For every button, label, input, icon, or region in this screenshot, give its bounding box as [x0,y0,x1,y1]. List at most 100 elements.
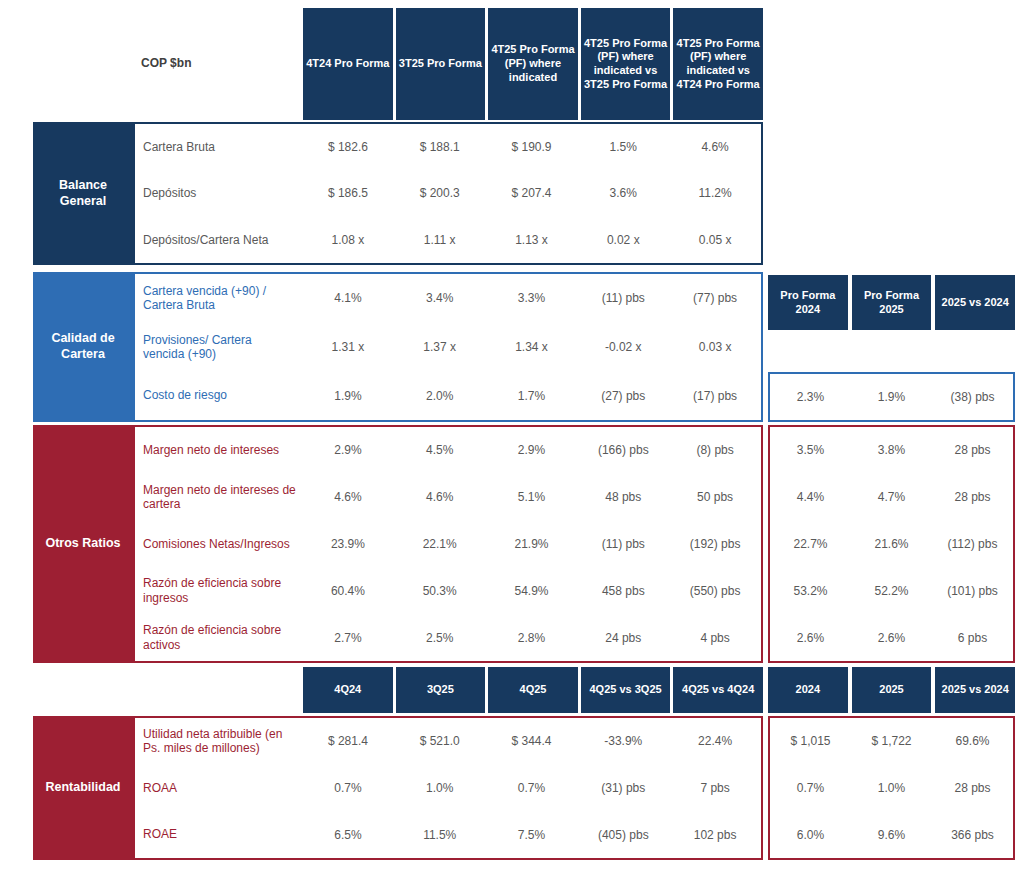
cell-value: 2.6% [851,631,932,645]
cell-value: 1.13 x [486,233,578,247]
cell-value: 1.31 x [302,340,394,354]
cell-value: 6 pbs [932,631,1013,645]
cell-value: (17) pbs [669,389,761,403]
cell-value: $ 281.4 [302,734,394,748]
cell-value: 6.5% [302,828,394,842]
table-row: Provisiones/ Cartera vencida (+90) 1.31 … [135,323,761,372]
cell-value: 4 pbs [669,631,761,645]
units-label: COP $bn [141,56,301,70]
cell-value: 0.7% [770,781,851,795]
header-4t24-pro-forma: 4T24 Pro Forma [303,8,393,120]
header-4q25: 4Q25 [488,667,578,713]
table-row: Comisiones Netas/Ingresos 23.9% 22.1% 21… [135,521,761,568]
cell-value: 2.9% [486,443,578,457]
otros-ratios-data: Margen neto de intereses 2.9% 4.5% 2.9% … [133,425,763,663]
cell-value: $ 207.4 [486,186,578,200]
section-label-otros-ratios: Otros Ratios [33,425,133,663]
table-row: Utilidad neta atribuible (en Ps. miles d… [135,718,761,765]
header-3q25: 3Q25 [396,667,486,713]
cell-value: 3.4% [394,291,486,305]
table-row: Depósitos $ 186.5 $ 200.3 $ 207.4 3.6% 1… [135,170,761,216]
cell-value: (8) pbs [669,443,761,457]
row-label-roaa: ROAA [135,781,302,795]
otros-ratios-annual-box: 3.5% 3.8% 28 pbs 4.4% 4.7% 28 pbs 22.7% … [768,425,1015,663]
cell-value: 7.5% [486,828,578,842]
balance-general-data: Cartera Bruta $ 182.6 $ 188.1 $ 190.9 1.… [133,122,763,265]
table-row: Costo de riesgo 1.9% 2.0% 1.7% (27) pbs … [135,371,761,420]
cell-value: $ 182.6 [302,140,394,154]
row-label-cartera-vencida: Cartera vencida (+90) / Cartera Bruta [135,284,302,313]
cell-value: 4.5% [394,443,486,457]
table-row: Depósitos/Cartera Neta 1.08 x 1.11 x 1.1… [135,217,761,263]
cell-value: $ 186.5 [302,186,394,200]
table-row: Margen neto de intereses 2.9% 4.5% 2.9% … [135,427,761,474]
cell-value: $ 188.1 [394,140,486,154]
row-label-cartera-bruta: Cartera Bruta [135,140,302,154]
cell-value: 2.0% [394,389,486,403]
header-4q24: 4Q24 [303,667,393,713]
cell-value: 3.6% [577,186,669,200]
cell-value: 4.6% [394,490,486,504]
section-label-calidad-de-cartera: Calidad de Cartera [33,272,133,422]
row-label-eficiencia-ingresos: Razón de eficiencia sobre ingresos [135,576,302,605]
header-4q25-vs-3q25: 4Q25 vs 3Q25 [581,667,671,713]
cell-value: 22.4% [669,734,761,748]
cell-value: $ 1,015 [770,734,851,748]
header-2025-vs-2024-bottom: 2025 vs 2024 [935,667,1015,713]
row-label-comisiones: Comisiones Netas/Ingresos [135,537,302,551]
cell-value: 48 pbs [577,490,669,504]
row-label-utilidad-neta: Utilidad neta atribuible (en Ps. miles d… [135,727,302,756]
section-label-balance-general: Balance General [33,122,133,265]
cell-value: 4.4% [770,490,851,504]
table-row: Margen neto de intereses de cartera 4.6%… [135,474,761,521]
cell-value: 1.08 x [302,233,394,247]
cell-value: 0.03 x [669,340,761,354]
table-row: ROAA 0.7% 1.0% 0.7% (31) pbs 7 pbs [135,765,761,812]
cell-value: (38) pbs [932,390,1013,404]
section-rentabilidad: Rentabilidad Utilidad neta atribuible (e… [33,716,763,860]
cell-value: 2.6% [770,631,851,645]
cell-value: (11) pbs [577,537,669,551]
cell-value: 11.5% [394,828,486,842]
header-pro-forma-2024: Pro Forma 2024 [768,275,848,330]
section-otros-ratios: Otros Ratios Margen neto de intereses 2.… [33,425,763,663]
table-row: ROAE 6.5% 11.5% 7.5% (405) pbs 102 pbs [135,811,761,858]
section-label-rentabilidad: Rentabilidad [33,716,133,860]
cell-value: 0.7% [302,781,394,795]
cell-value: 28 pbs [932,490,1013,504]
header-pro-forma-2025: Pro Forma 2025 [852,275,932,330]
cell-value: -33.9% [577,734,669,748]
cell-value: 9.6% [851,828,932,842]
section-calidad-de-cartera: Calidad de Cartera Cartera vencida (+90)… [33,272,763,422]
cell-value: $ 190.9 [486,140,578,154]
cell-value: 3.3% [486,291,578,305]
table-row: Cartera vencida (+90) / Cartera Bruta 4.… [135,274,761,323]
cell-value: 53.2% [770,584,851,598]
header-4q25-vs-4q24: 4Q25 vs 4Q24 [673,667,763,713]
cell-value: -0.02 x [577,340,669,354]
table-row: 3.5% 3.8% 28 pbs [770,427,1013,474]
cell-value: (192) pbs [669,537,761,551]
cell-value: 21.9% [486,537,578,551]
cell-value: 1.9% [302,389,394,403]
cell-value: 50 pbs [669,490,761,504]
cell-value: 4.7% [851,490,932,504]
cell-value: (101) pbs [932,584,1013,598]
cell-value: 1.5% [577,140,669,154]
cell-value: 1.34 x [486,340,578,354]
cell-value: (166) pbs [577,443,669,457]
row-label-margen-neto-intereses: Margen neto de intereses [135,443,302,457]
table-row: Cartera Bruta $ 182.6 $ 188.1 $ 190.9 1.… [135,124,761,170]
cell-value: 24 pbs [577,631,669,645]
header-3t25-pro-forma: 3T25 Pro Forma [396,8,486,120]
cell-value: 458 pbs [577,584,669,598]
row-label-depositos: Depósitos [135,186,302,200]
calidad-de-cartera-data: Cartera vencida (+90) / Cartera Bruta 4.… [133,272,763,422]
row-label-roae: ROAE [135,827,302,841]
cell-value: 4.6% [669,140,761,154]
cell-value: 52.2% [851,584,932,598]
section-balance-general: Balance General Cartera Bruta $ 182.6 $ … [33,122,763,265]
cell-value: (550) pbs [669,584,761,598]
header-2025: 2025 [852,667,932,713]
row-label-provisiones: Provisiones/ Cartera vencida (+90) [135,333,302,362]
